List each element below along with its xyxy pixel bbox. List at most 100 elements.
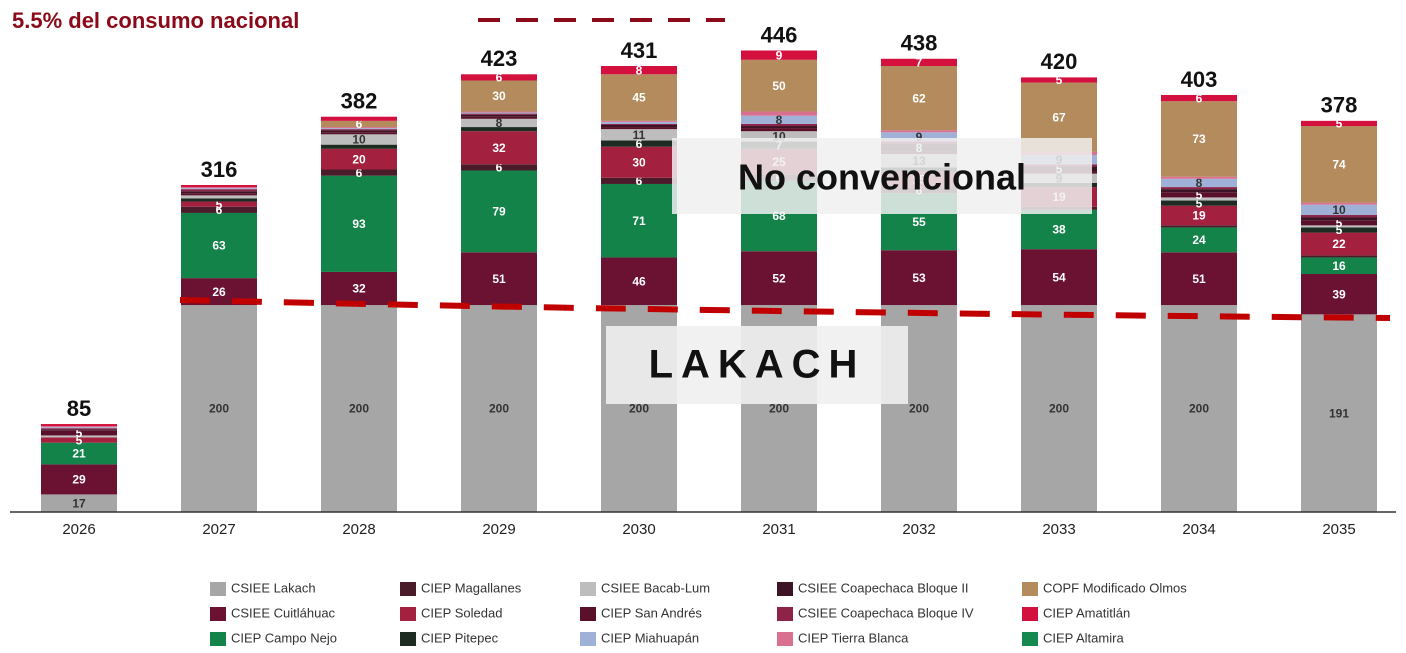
segment-label: 62 (912, 91, 926, 105)
bar-segment (321, 148, 397, 170)
segment-label: 5 (1336, 223, 1343, 237)
bar-segment (1161, 187, 1237, 190)
bar-segment (461, 74, 537, 81)
bar-segment (601, 146, 677, 178)
segment-label: 50 (772, 79, 786, 93)
bar-segment (601, 129, 677, 141)
legend-label: COPF Modificado Olmos (1043, 580, 1187, 595)
segment-label: 5 (1196, 188, 1203, 202)
bar-segment (461, 164, 537, 171)
segment-label: 5 (216, 197, 223, 211)
bar-segment (321, 305, 397, 512)
segment-label: 46 (632, 274, 646, 288)
legend-label: CIEP Campo Nejo (231, 630, 337, 645)
segment-label: 32 (352, 282, 366, 296)
bar-segment (321, 130, 397, 133)
segment-label: 200 (1189, 402, 1209, 416)
bar-segment (1301, 227, 1377, 233)
label-box (606, 326, 908, 404)
bar-segment (741, 123, 817, 127)
segment-label: 200 (629, 402, 649, 416)
bar-segment (601, 120, 677, 122)
bar-segment (601, 123, 677, 125)
segment-label: 8 (636, 63, 643, 77)
legend-label: CIEP Magallanes (421, 580, 522, 595)
legend-swatch (580, 632, 596, 646)
bar-segment (321, 129, 397, 131)
segment-label: 39 (1332, 287, 1346, 301)
x-tick-label: 2035 (1322, 521, 1355, 538)
segment-label: 6 (356, 166, 363, 180)
bar-segment (1301, 120, 1377, 127)
segment-label: 73 (1192, 132, 1206, 146)
bar-segment (1161, 252, 1237, 306)
bar-segment (321, 127, 397, 129)
segment-label: 6 (636, 137, 643, 151)
bar-segment (1301, 215, 1377, 218)
bar-segment (1161, 189, 1237, 193)
segment-label: 93 (352, 217, 366, 231)
segment-label: 200 (769, 402, 789, 416)
segment-label: 5 (76, 426, 83, 440)
bar-segment (1161, 205, 1237, 226)
segment-label: 54 (1052, 270, 1066, 284)
legend-swatch (777, 582, 793, 596)
bar-segment (601, 177, 677, 184)
bar-segment (1301, 217, 1377, 221)
bar-segment (41, 494, 117, 512)
bar-segment (601, 140, 677, 147)
bar-segment (1161, 178, 1237, 188)
bar-segment (41, 429, 117, 431)
bar-segment (741, 131, 817, 142)
bar-segment (601, 127, 677, 130)
total-label: 438 (901, 31, 938, 56)
bar-segment (181, 305, 257, 512)
segment-label: 11 (633, 128, 646, 142)
segment-label: 5 (1336, 216, 1343, 230)
bar-segment (741, 251, 817, 306)
legend-swatch (400, 607, 416, 621)
bar-segment (881, 132, 957, 142)
bar-segment (321, 175, 397, 272)
lakach-threshold (179, 297, 1391, 321)
legend-swatch (1022, 607, 1038, 621)
segment-label: 5 (1196, 196, 1203, 210)
bar-segment (181, 201, 257, 207)
legend-swatch (210, 632, 226, 646)
x-tick-label: 2026 (62, 521, 95, 538)
bar-segment (321, 116, 397, 121)
segment-label: 20 (352, 152, 366, 166)
bar-segment (41, 464, 117, 495)
segment-label: 9 (916, 130, 923, 144)
bar-segment (601, 124, 677, 128)
bar-segment (601, 66, 677, 75)
bar-segment (461, 118, 537, 128)
segment-label: 30 (632, 155, 646, 169)
x-tick-label: 2031 (762, 521, 795, 538)
total-label: 382 (341, 89, 378, 114)
legend-label: CIEP Altamira (1043, 630, 1124, 645)
bar-segment (1301, 202, 1377, 205)
legend-label: CIEP Pitepec (421, 630, 499, 645)
bar-segment (461, 127, 537, 132)
x-tick-label: 2027 (202, 521, 235, 538)
segment-label: 200 (1049, 402, 1069, 416)
bar-segment (181, 187, 257, 189)
bar-segment (321, 144, 397, 149)
segment-label: 5 (1336, 117, 1343, 131)
segment-label: 6 (356, 117, 363, 131)
segment-label: 200 (489, 402, 509, 416)
segment-label: 8 (776, 113, 783, 127)
legend-label: CIEP Miahuapán (601, 630, 699, 645)
legend-swatch (1022, 582, 1038, 596)
segment-label: 29 (72, 473, 86, 487)
bar-segment (181, 185, 257, 188)
legend-swatch (210, 607, 226, 621)
bar-segment (1301, 314, 1377, 512)
bar-segment (741, 115, 817, 124)
bar-segment (321, 120, 397, 128)
segment-label: 10 (1332, 203, 1346, 217)
legend-label: CSIEE Coapechaca Bloque IV (798, 605, 974, 620)
segment-label: 38 (1052, 223, 1066, 237)
